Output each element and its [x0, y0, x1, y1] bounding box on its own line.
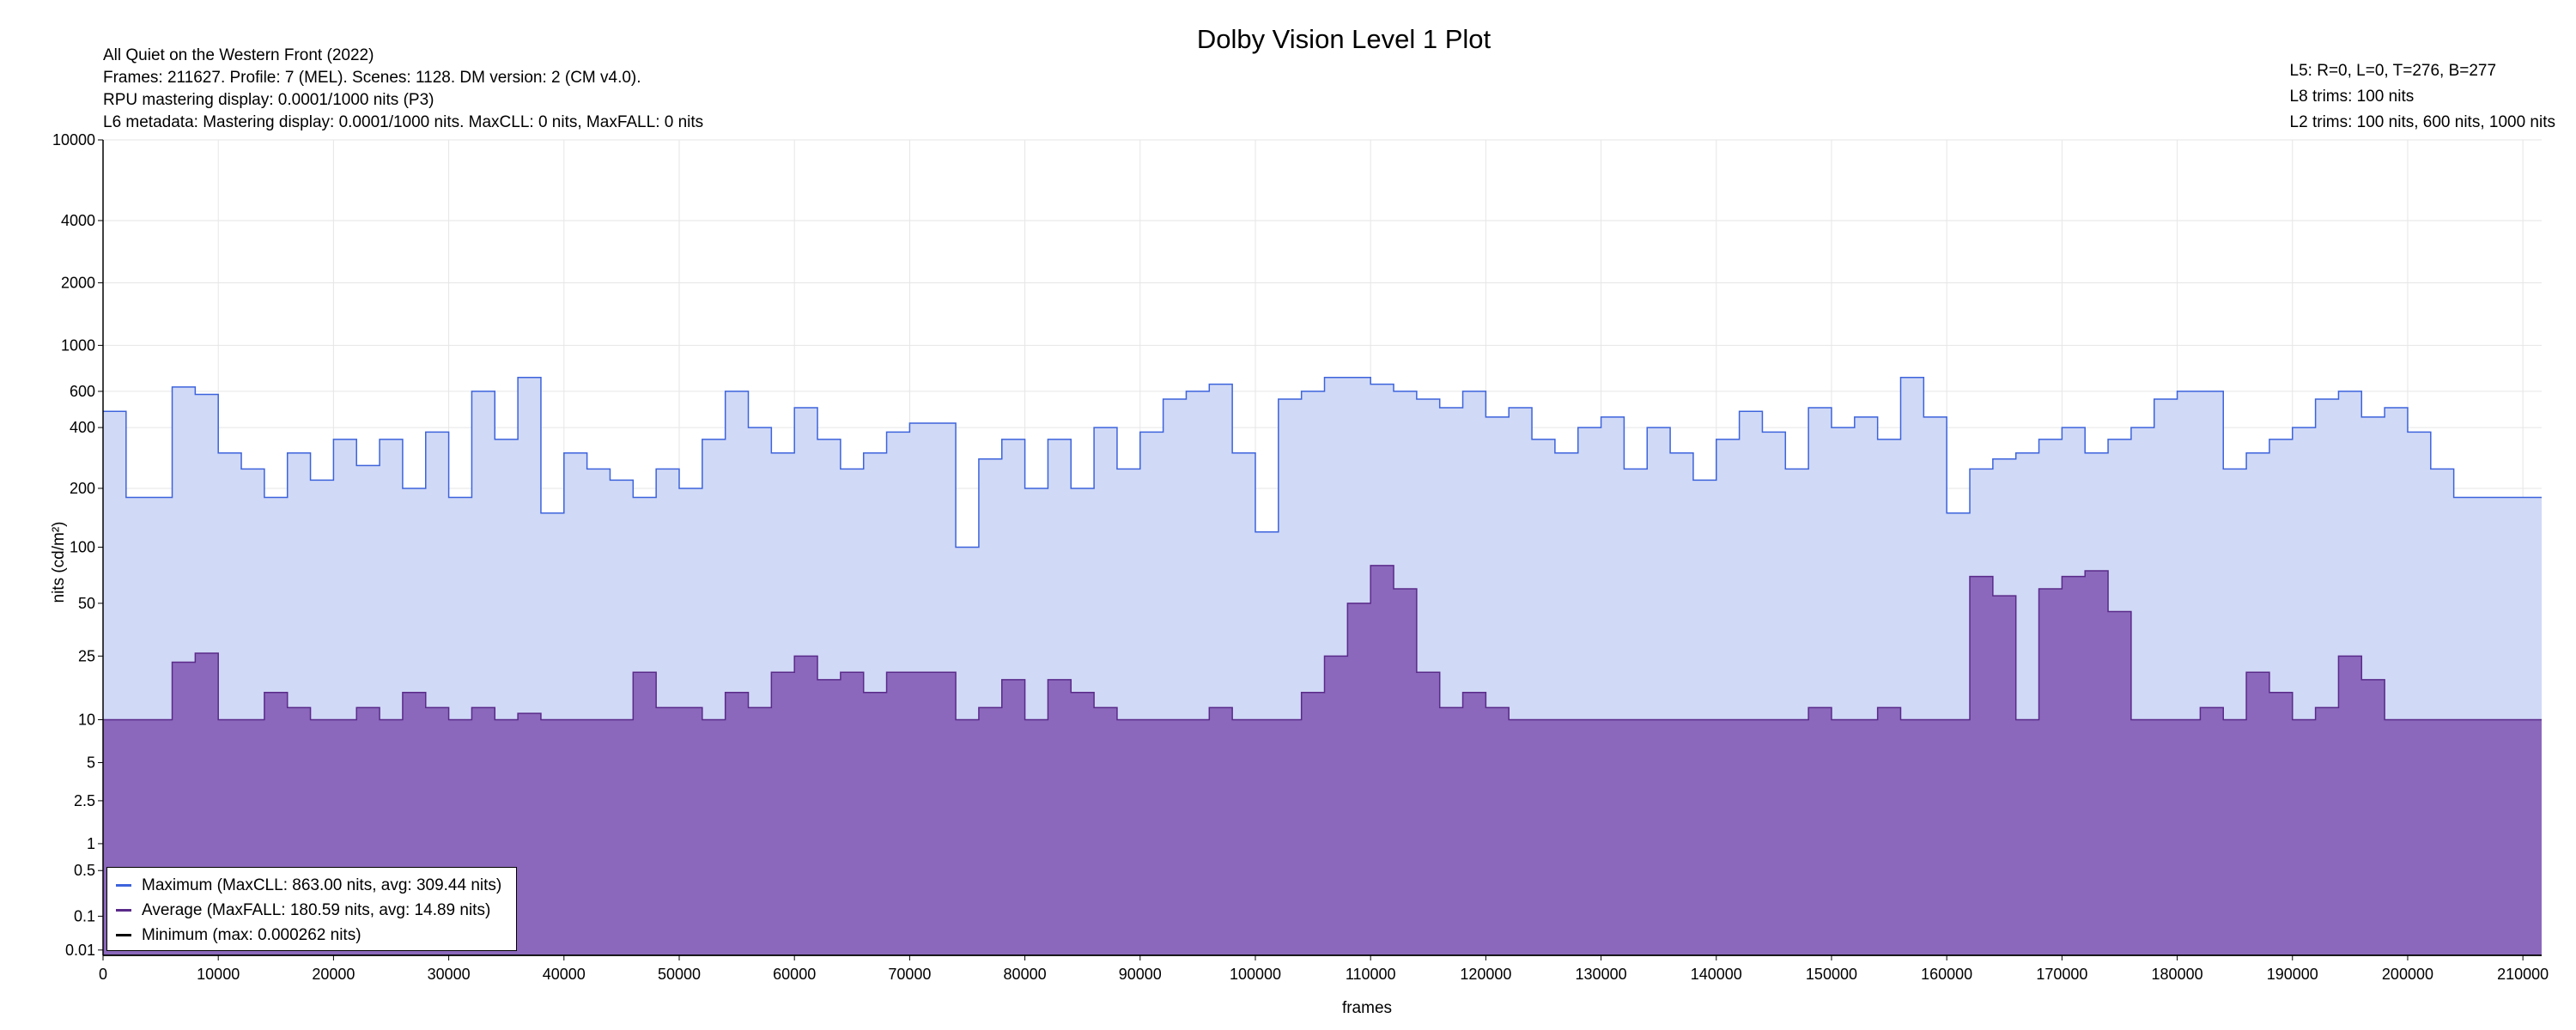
x-tick-label: 10000	[197, 966, 240, 983]
x-tick-label: 70000	[888, 966, 931, 983]
x-tick-label: 90000	[1119, 966, 1162, 983]
series-area-1	[103, 565, 2542, 955]
info-frames: Frames: 211627. Profile: 7 (MEL). Scenes…	[103, 69, 641, 87]
x-tick-label: 30000	[428, 966, 471, 983]
x-tick-label: 160000	[1921, 966, 1972, 983]
y-tick-label: 0.1	[74, 907, 95, 924]
legend-item-average: Average (MaxFALL: 180.59 nits, avg: 14.8…	[116, 898, 507, 923]
x-tick-label: 0	[99, 966, 107, 983]
y-tick-label: 400	[70, 419, 95, 436]
info-rpu-mastering: RPU mastering display: 0.0001/1000 nits …	[103, 91, 434, 109]
x-tick-label: 110000	[1346, 966, 1396, 983]
y-tick-label: 0.5	[74, 862, 95, 879]
y-tick-label: 100	[70, 538, 95, 555]
legend: Maximum (MaxCLL: 863.00 nits, avg: 309.4…	[106, 867, 517, 951]
y-tick-label: 5	[87, 754, 95, 771]
y-tick-label: 200	[70, 480, 95, 497]
legend-swatch-average	[116, 909, 131, 912]
y-tick-label: 10	[78, 711, 95, 728]
x-tick-label: 120000	[1460, 966, 1511, 983]
y-tick-label: 4000	[61, 212, 95, 229]
x-tick-label: 170000	[2036, 966, 2087, 983]
y-tick-label: 50	[78, 595, 95, 612]
x-tick-label: 140000	[1691, 966, 1742, 983]
info-l2: L2 trims: 100 nits, 600 nits, 1000 nits	[2289, 113, 2555, 131]
x-tick-label: 210000	[2497, 966, 2549, 983]
y-tick-label: 10000	[52, 131, 95, 148]
x-tick-label: 180000	[2152, 966, 2203, 983]
x-tick-label: 40000	[543, 966, 586, 983]
y-tick-label: 600	[70, 383, 95, 400]
legend-item-minimum: Minimum (max: 0.000262 nits)	[116, 923, 507, 948]
x-tick-label: 190000	[2267, 966, 2318, 983]
y-tick-label: 0.01	[65, 942, 95, 959]
tick-labels: 0.01 0.1 0.5 1 2.5 5 10 25 50 100 200 400 600 1000 200…	[52, 131, 2549, 983]
info-left: All Quiet on the Western Front (2022) Fr…	[103, 45, 703, 134]
series-line-1	[103, 565, 2542, 721]
x-axis-label: frames	[1342, 999, 1392, 1017]
info-right: L5: R=0, L=0, T=276, B=277 L8 trims: 100…	[2290, 58, 2555, 136]
y-tick-label: 2.5	[74, 792, 95, 809]
info-movie-title: All Quiet on the Western Front (2022)	[103, 46, 374, 64]
x-tick-label: 100000	[1230, 966, 1281, 983]
x-tick-label: 200000	[2382, 966, 2433, 983]
x-tick-label: 130000	[1576, 966, 1627, 983]
info-l8: L8 trims: 100 nits	[2289, 88, 2415, 106]
x-tick-label: 60000	[773, 966, 816, 983]
y-tick-label: 2000	[61, 274, 95, 291]
y-tick-label: 1	[87, 835, 95, 852]
legend-label-maximum: Maximum (MaxCLL: 863.00 nits, avg: 309.4…	[142, 876, 502, 894]
y-tick-label: 25	[78, 647, 95, 664]
info-l6-metadata: L6 metadata: Mastering display: 0.0001/1…	[103, 113, 704, 131]
x-tick-label: 20000	[312, 966, 355, 983]
legend-label-average: Average (MaxFALL: 180.59 nits, avg: 14.8…	[142, 900, 491, 919]
info-l5: L5: R=0, L=0, T=276, B=277	[2289, 62, 2497, 80]
series-areas	[103, 377, 2542, 956]
x-tick-label: 150000	[1806, 966, 1857, 983]
x-tick-label: 80000	[1004, 966, 1047, 983]
x-tick-label: 50000	[658, 966, 701, 983]
legend-swatch-maximum	[116, 884, 131, 887]
chart-title: Dolby Vision Level 1 Plot	[1196, 24, 1492, 54]
axes	[98, 139, 2542, 960]
legend-label-minimum: Minimum (max: 0.000262 nits)	[142, 925, 361, 944]
y-axis-label: nits (cd/m²)	[50, 522, 68, 603]
legend-item-maximum: Maximum (MaxCLL: 863.00 nits, avg: 309.4…	[116, 873, 507, 898]
legend-swatch-minimum	[116, 934, 131, 936]
y-tick-label: 1000	[61, 336, 95, 354]
series-line-0	[103, 377, 2542, 548]
